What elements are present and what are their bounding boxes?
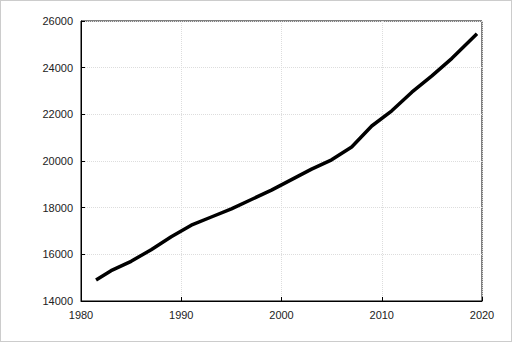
svg-text:2010: 2010: [370, 309, 394, 321]
svg-text:1990: 1990: [169, 309, 193, 321]
svg-text:20000: 20000: [42, 155, 73, 167]
svg-text:22000: 22000: [42, 108, 73, 120]
svg-text:14000: 14000: [42, 295, 73, 307]
svg-text:24000: 24000: [42, 62, 73, 74]
svg-text:18000: 18000: [42, 202, 73, 214]
svg-text:2020: 2020: [470, 309, 494, 321]
svg-text:26000: 26000: [42, 15, 73, 27]
svg-text:16000: 16000: [42, 248, 73, 260]
svg-text:1980: 1980: [69, 309, 93, 321]
svg-text:2000: 2000: [269, 309, 293, 321]
